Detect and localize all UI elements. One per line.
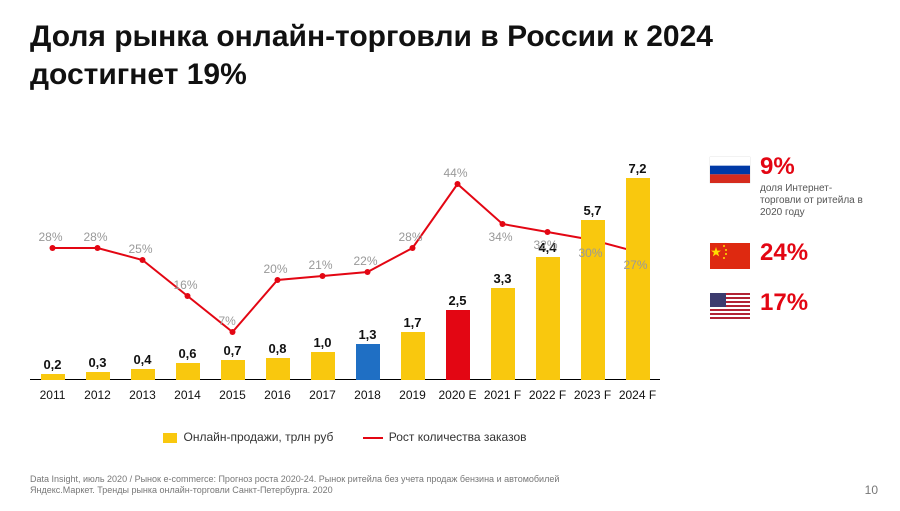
legend-bar-swatch — [163, 433, 177, 443]
x-label-2024 F: 2024 F — [613, 388, 663, 402]
country-comparison: 9% доля Интернет-торговли от ритейла в 20… — [710, 155, 880, 341]
bar-2014 — [176, 363, 200, 380]
line-pct-2024 F: 27% — [624, 258, 648, 272]
x-label-2022 F: 2022 F — [523, 388, 573, 402]
bar-2016 — [266, 358, 290, 380]
footer-source: Data Insight, июль 2020 / Рынок e-commer… — [30, 474, 559, 497]
chart-legend: Онлайн-продажи, трлн руб Рост количества… — [30, 430, 660, 444]
line-pct-2022 F: 32% — [534, 238, 558, 252]
line-pct-2015: 7% — [219, 314, 236, 328]
line-pct-2017: 21% — [309, 258, 333, 272]
x-label-2014: 2014 — [163, 388, 213, 402]
bar-2018 — [356, 344, 380, 380]
country-pct-cn: 24% — [760, 241, 808, 265]
country-pct-us: 17% — [760, 291, 808, 315]
x-label-2023 F: 2023 F — [568, 388, 618, 402]
line-pct-2020 E: 44% — [444, 166, 468, 180]
x-label-2021 F: 2021 F — [478, 388, 528, 402]
bar-value-2014: 0,6 — [163, 346, 213, 361]
x-label-2020 E: 2020 E — [433, 388, 483, 402]
x-label-2018: 2018 — [343, 388, 393, 402]
line-pct-2018: 22% — [354, 254, 378, 268]
line-pct-2021 F: 34% — [489, 230, 513, 244]
bar-value-2011: 0,2 — [28, 357, 78, 372]
bar-2024 F — [626, 178, 650, 380]
legend-bar-label: Онлайн-продажи, трлн руб — [183, 430, 333, 444]
footer-line-1: Data Insight, июль 2020 / Рынок e-commer… — [30, 474, 559, 484]
line-pct-2011: 28% — [39, 230, 63, 244]
bar-2013 — [131, 369, 155, 380]
country-row-ru: 9% доля Интернет-торговли от ритейла в 20… — [710, 155, 880, 219]
bar-2012 — [86, 372, 110, 380]
legend-line-swatch — [363, 437, 383, 439]
line-pct-2023 F: 30% — [579, 246, 603, 260]
line-pct-2016: 20% — [264, 262, 288, 276]
flag-ru-icon — [710, 157, 750, 183]
country-sub-ru: доля Интернет-торговли от ритейла в 2020… — [760, 183, 870, 219]
bar-2020 E — [446, 310, 470, 380]
bar-value-2019: 1,7 — [388, 315, 438, 330]
x-label-2012: 2012 — [73, 388, 123, 402]
bar-value-2013: 0,4 — [118, 352, 168, 367]
bar-value-2023 F: 5,7 — [568, 203, 618, 218]
main-chart: 0,2 2011 0,3 2012 0,4 2013 0,6 2014 0,7 2015 0,8 20… — [30, 130, 660, 420]
bar-value-2012: 0,3 — [73, 355, 123, 370]
bar-2015 — [221, 360, 245, 380]
bar-2011 — [41, 374, 65, 380]
x-label-2017: 2017 — [298, 388, 348, 402]
country-row-us: 17% — [710, 291, 880, 319]
x-label-2011: 2011 — [28, 388, 78, 402]
x-label-2019: 2019 — [388, 388, 438, 402]
line-pct-2012: 28% — [84, 230, 108, 244]
x-label-2016: 2016 — [253, 388, 303, 402]
x-label-2013: 2013 — [118, 388, 168, 402]
line-pct-2019: 28% — [399, 230, 423, 244]
footer-line-2: Яндекс.Маркет. Тренды рынка онлайн-торго… — [30, 485, 333, 495]
page-number: 10 — [865, 483, 878, 497]
bar-value-2020 E: 2,5 — [433, 293, 483, 308]
bar-2022 F — [536, 257, 560, 380]
bar-value-2021 F: 3,3 — [478, 271, 528, 286]
bar-value-2024 F: 7,2 — [613, 161, 663, 176]
country-pct-ru: 9% — [760, 155, 870, 179]
bar-2019 — [401, 332, 425, 380]
bar-value-2015: 0,7 — [208, 343, 258, 358]
bar-value-2016: 0,8 — [253, 341, 303, 356]
bar-2023 F — [581, 220, 605, 380]
bar-2021 F — [491, 288, 515, 380]
legend-line-label: Рост количества заказов — [389, 430, 527, 444]
line-pct-2014: 16% — [174, 278, 198, 292]
bar-2017 — [311, 352, 335, 380]
x-label-2015: 2015 — [208, 388, 258, 402]
flag-us-icon — [710, 293, 750, 319]
bar-value-2018: 1,3 — [343, 327, 393, 342]
bar-value-2017: 1,0 — [298, 335, 348, 350]
country-row-cn: 24% — [710, 241, 880, 269]
slide-title: Доля рынка онлайн-торговли в России к 20… — [30, 18, 750, 93]
line-pct-2013: 25% — [129, 242, 153, 256]
flag-cn-icon — [710, 243, 750, 269]
